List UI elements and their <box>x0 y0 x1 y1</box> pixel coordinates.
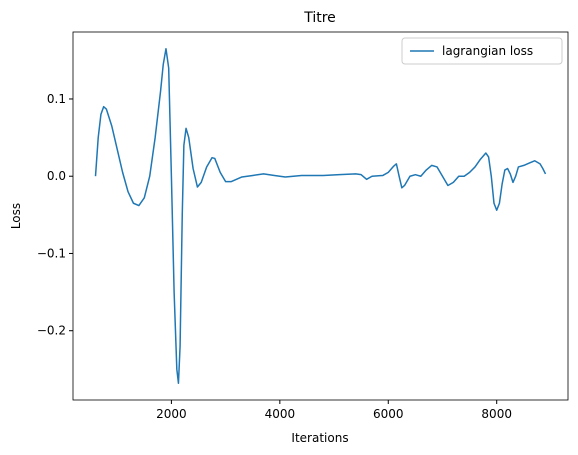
line <box>94 48 547 384</box>
legend-box <box>401 37 563 65</box>
x-tick-label: 8000 <box>481 407 512 421</box>
x-tick-label: 2000 <box>156 407 187 421</box>
y-axis-label: Loss <box>9 203 23 229</box>
x-tick-label: 6000 <box>373 407 404 421</box>
y-tick-label: −0.1 <box>37 246 66 260</box>
plot-frame <box>72 31 569 401</box>
y-tick-label: 0.1 <box>47 92 66 106</box>
x-tick-label: 4000 <box>265 407 296 421</box>
x-axis-label: Iterations <box>291 431 348 445</box>
chart-title: Titre <box>303 10 336 26</box>
legend-label: lagrangian loss <box>442 44 533 58</box>
y-tick-label: −0.2 <box>37 324 66 338</box>
y-tick-label: 0.0 <box>47 169 66 183</box>
